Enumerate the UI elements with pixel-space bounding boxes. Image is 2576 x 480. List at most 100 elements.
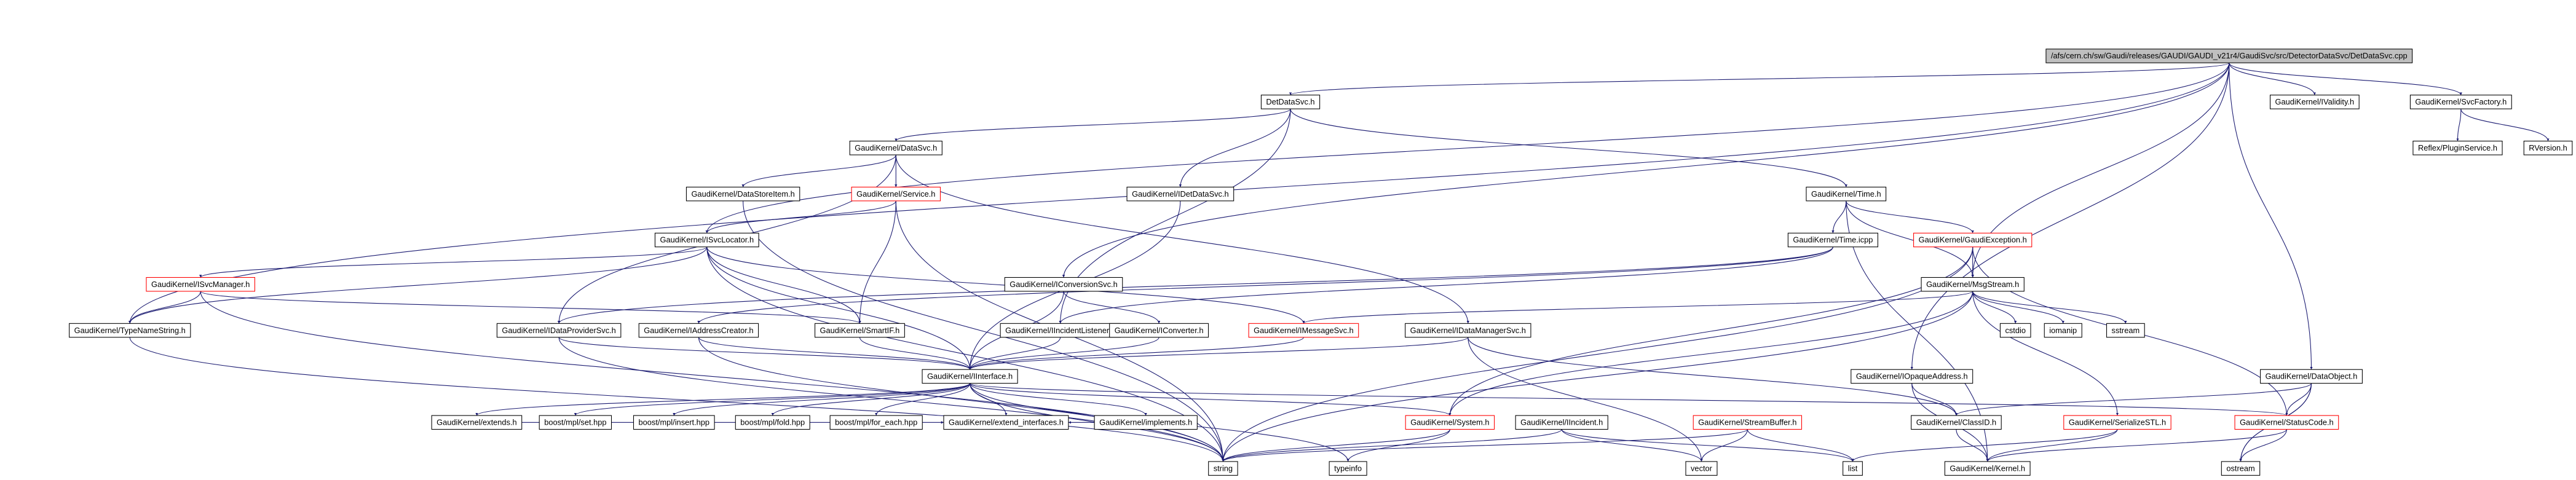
node-box <box>1260 95 1321 109</box>
edge <box>859 337 971 370</box>
node-box <box>1248 323 1359 338</box>
edge <box>128 291 201 324</box>
edge <box>706 246 971 370</box>
edge <box>1846 200 1974 278</box>
node-box <box>1126 186 1235 202</box>
node-box <box>1685 461 1718 476</box>
node: GaudiKernel/IAddressCreator.h <box>638 323 759 338</box>
node-box <box>1515 415 1608 430</box>
edge <box>698 337 971 370</box>
edge <box>1911 383 1958 416</box>
edge <box>1468 337 1958 416</box>
edge <box>705 200 896 234</box>
node-box <box>2106 323 2145 338</box>
edge <box>1747 429 1854 462</box>
edge <box>1222 429 1562 462</box>
node-box <box>1787 232 1878 248</box>
node-label: GaudiKernel/IConverter.h <box>1115 326 1204 335</box>
node-box <box>1405 323 1531 338</box>
node-box <box>1913 232 2033 248</box>
node-box <box>1851 369 1973 384</box>
node-box <box>1693 415 1803 430</box>
node-label: /afs/cern.ch/sw/Gaudi/releases/GAUDI/GAU… <box>2051 51 2408 60</box>
node-box <box>496 323 622 338</box>
node-box <box>654 232 759 248</box>
node: boost/mpl/insert.hpp <box>633 415 715 430</box>
edge <box>558 337 1225 462</box>
node-label: GaudiKernel/StreamBuffer.h <box>1698 417 1796 427</box>
node-box <box>1999 323 2031 338</box>
edge <box>1986 429 2118 462</box>
node-label: GaudiKernel/GaudiException.h <box>1919 235 2027 245</box>
node-label: boost/mpl/insert.hpp <box>639 417 710 427</box>
edge <box>1972 291 2017 324</box>
node: boost/mpl/fold.hpp <box>735 415 810 430</box>
node-label: iomanip <box>2049 326 2077 335</box>
node: GaudiKernel/IIncident.h <box>1515 415 1608 430</box>
node-box <box>1911 415 2002 430</box>
node: typeinfo <box>1329 461 1367 476</box>
node-box <box>735 415 810 430</box>
edge <box>697 246 1833 324</box>
node-label: GaudiKernel/ClassID.h <box>1916 417 1996 427</box>
node-label: Reflex/PluginService.h <box>2418 143 2497 152</box>
edge <box>558 246 1833 324</box>
node-label: sstream <box>2112 326 2140 335</box>
edge <box>673 383 971 416</box>
edge <box>1910 63 2230 370</box>
edge <box>1972 291 2064 324</box>
node-label: GaudiKernel/IIncident.h <box>1520 417 1603 427</box>
edge <box>200 291 861 324</box>
edge <box>858 200 896 324</box>
node-box <box>1921 277 2025 292</box>
node: GaudiKernel/IDetDataSvc.h <box>1126 186 1235 202</box>
edge <box>1468 337 1703 462</box>
edge <box>771 383 971 416</box>
node-label: GaudiKernel/IMessageSvc.h <box>1254 326 1354 335</box>
node-label: GaudiKernel/IIncidentListener.h <box>1005 326 1115 335</box>
node-label: GaudiKernel/Service.h <box>856 189 935 199</box>
node: GaudiKernel/Kernel.h <box>1944 461 2031 476</box>
node: GaudiKernel/System.h <box>1405 415 1495 430</box>
node: GaudiKernel/ISvcLocator.h <box>654 232 759 248</box>
edge <box>968 337 1061 370</box>
node: GaudiKernel/IValidity.h <box>2269 95 2360 109</box>
edge <box>968 337 1304 370</box>
node: GaudiKernel/StatusCode.h <box>2234 415 2339 430</box>
edge <box>1290 109 1847 187</box>
edge <box>705 63 2230 234</box>
node-label: GaudiKernel/System.h <box>1410 417 1489 427</box>
edge <box>1289 62 2230 96</box>
edge <box>1986 429 2287 462</box>
node: GaudiKernel/extend_interfaces.h <box>943 415 1069 430</box>
node-label: boost/mpl/fold.hpp <box>740 417 805 427</box>
node: GaudiKernel/IIncidentListener.h <box>1000 323 1121 338</box>
node-label: GaudiKernel/IConversionSvc.h <box>1009 280 1117 289</box>
edge <box>1059 246 1833 324</box>
node-label: GaudiKernel/MsgStream.h <box>1926 280 2019 289</box>
node-label: GaudiKernel/extend_interfaces.h <box>949 417 1064 427</box>
node: cstdio <box>1999 323 2031 338</box>
node: boost/mpl/for_each.hpp <box>829 415 923 430</box>
node-box <box>829 415 923 430</box>
edge <box>1956 429 1989 462</box>
edge <box>1222 291 1973 462</box>
node-label: GaudiKernel/TypeNameString.h <box>74 326 186 335</box>
node-label: GaudiKernel/IValidity.h <box>2275 97 2355 106</box>
edge <box>2285 383 2312 416</box>
node-box <box>851 186 941 202</box>
edge <box>1972 291 2119 416</box>
node-label: GaudiKernel/IAddressCreator.h <box>644 326 753 335</box>
node-label: boost/mpl/set.hpp <box>544 417 606 427</box>
node-box <box>633 415 715 430</box>
node-label: GaudiKernel/DataStoreItem.h <box>691 189 794 199</box>
edge <box>1561 429 1854 462</box>
node: GaudiKernel/IDataProviderSvc.h <box>496 323 622 338</box>
node: Reflex/PluginService.h <box>2412 140 2503 155</box>
edge <box>1302 291 1973 324</box>
edge <box>743 200 1225 462</box>
node: GaudiKernel/ISvcManager.h <box>146 277 255 292</box>
node-label: GaudiKernel/SvcFactory.h <box>2415 97 2507 106</box>
